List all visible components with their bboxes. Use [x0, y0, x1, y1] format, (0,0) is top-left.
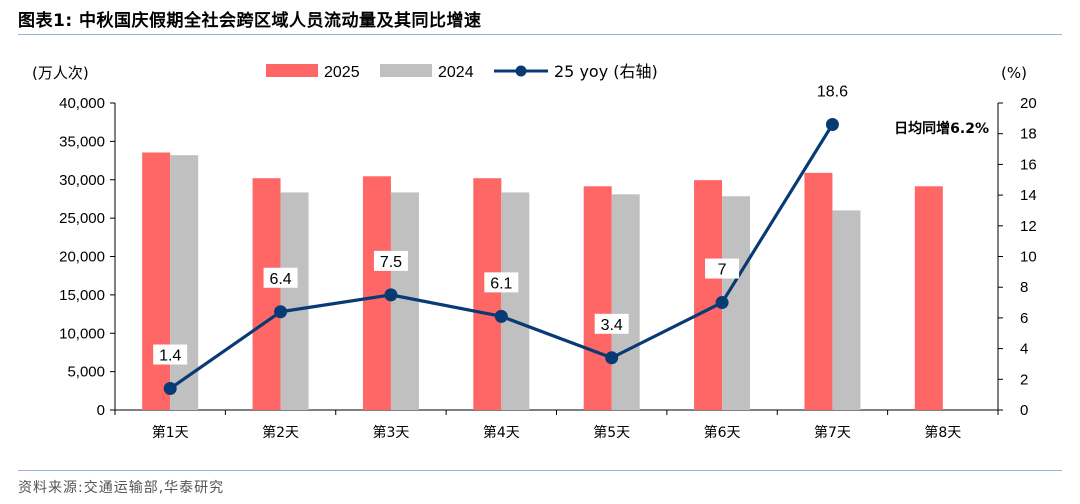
bar-2025-4: [473, 178, 502, 410]
yoy-data-label: 1.4: [159, 348, 181, 365]
y-left-tick-label: 35,000: [59, 133, 105, 150]
bar-2024-1: [170, 155, 199, 410]
bar-2024-3: [390, 192, 419, 410]
y-left-tick-label: 5,000: [67, 364, 105, 381]
annotation-daily-avg: 日均同增6.2%: [894, 120, 989, 137]
yoy-data-label: 6.4: [269, 271, 291, 288]
source-divider: [18, 470, 1062, 471]
yoy-data-label: 6.1: [490, 275, 512, 292]
yoy-data-label: 7: [718, 262, 727, 279]
bar-2024-5: [611, 194, 640, 410]
bar-2025-2: [252, 178, 281, 410]
y-left-tick-label: 20,000: [59, 249, 105, 266]
x-tick-label: 第4天: [483, 424, 520, 441]
yoy-line: [163, 117, 839, 396]
bar-2025-7: [804, 172, 833, 410]
bars: [142, 152, 943, 410]
bar-2025-8: [914, 186, 943, 410]
bar-2025-5: [583, 186, 612, 410]
y-left-axis-title: (万人次): [32, 64, 89, 82]
axes: [110, 102, 1003, 415]
y-left-tick-label: 30,000: [59, 172, 105, 189]
legend-label-2025: 2025: [324, 64, 360, 81]
yoy-label-bg: [373, 250, 408, 271]
y-left-tick-label: 0: [97, 402, 105, 419]
yoy-label-bg: [815, 80, 850, 101]
yoy-point-7: [825, 117, 839, 131]
y-right-tick-label: 8: [1020, 279, 1028, 296]
y-left-tick-label: 10,000: [59, 325, 105, 342]
y-right-tick-label: 16: [1020, 156, 1037, 173]
yoy-label-bg: [153, 344, 188, 365]
source-note: 资料来源:交通运输部,华泰研究: [18, 480, 225, 496]
figure-title: 图表1: 中秋国庆假期全社会跨区域人员流动量及其同比增速: [18, 11, 482, 31]
yoy-point-2: [274, 305, 288, 319]
y-left-tick-label: 15,000: [59, 287, 105, 304]
x-tick-label: 第3天: [372, 424, 409, 441]
bar-2025-1: [142, 152, 171, 410]
y-right-tick-label: 18: [1020, 126, 1037, 143]
y-right-tick-label: 2: [1020, 371, 1028, 388]
x-tick-label: 第2天: [262, 424, 299, 441]
yoy-data-label: 18.6: [817, 83, 848, 100]
y-right-tick-label: 4: [1020, 341, 1028, 358]
bar-2025-6: [694, 180, 723, 410]
x-tick-label: 第8天: [924, 424, 961, 441]
y-left-tick-label: 25,000: [59, 210, 105, 227]
legend-swatch-2024: [380, 64, 432, 77]
bar-2024-2: [280, 192, 309, 410]
yoy-data-label: 3.4: [601, 317, 623, 334]
legend-swatch-2025: [266, 64, 318, 77]
x-tick-label: 第1天: [152, 424, 189, 441]
yoy-label-bg: [263, 267, 298, 288]
yoy-data-label: 7.5: [380, 254, 402, 271]
yoy-label-bg: [594, 313, 629, 334]
legend: 2025 2024 25 yoy (右轴): [266, 62, 658, 81]
yoy-point-3: [384, 288, 398, 302]
x-tick-label: 第6天: [704, 424, 741, 441]
title-divider: [18, 34, 1062, 35]
yoy-point-5: [605, 351, 619, 365]
y-right-tick-label: 12: [1020, 218, 1037, 235]
x-tick-label: 第7天: [814, 424, 851, 441]
bar-2024-7: [832, 210, 861, 410]
x-tick-label: 第5天: [593, 424, 630, 441]
yoy-point-4: [494, 309, 508, 323]
yoy-point-1: [163, 382, 177, 396]
y-right-tick-label: 6: [1020, 310, 1028, 327]
y-right-tick-label: 0: [1020, 402, 1028, 419]
yoy-label-bg: [705, 258, 740, 279]
legend-label-2024: 2024: [438, 64, 474, 81]
y-right-tick-label: 20: [1020, 95, 1037, 112]
bar-2024-4: [501, 192, 530, 410]
yoy-point-6: [715, 296, 729, 310]
y-right-axis-title: (%): [1001, 64, 1027, 82]
y-right-tick-label: 10: [1020, 249, 1037, 266]
y-right-tick-label: 14: [1020, 187, 1037, 204]
legend-label-yoy: 25 yoy (右轴): [554, 62, 658, 81]
legend-marker-yoy: [515, 65, 527, 77]
yoy-label-bg: [484, 272, 519, 293]
y-left-tick-label: 40,000: [59, 95, 105, 112]
labels: 0 5,000 10,000 15,000 20,000 25,000 30,000 35,0…: [32, 64, 1037, 441]
